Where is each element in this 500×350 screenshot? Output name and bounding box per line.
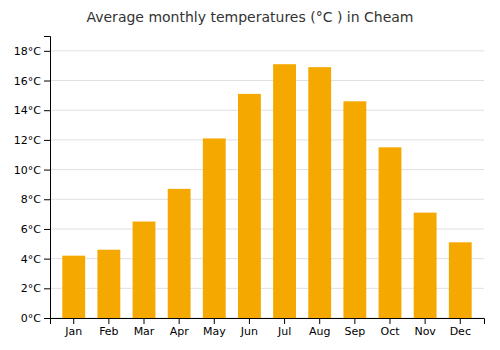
y-tick-label: 10°C xyxy=(14,164,41,177)
y-tick: 10°C xyxy=(14,164,50,177)
y-tick-label: 8°C xyxy=(21,193,41,206)
x-tick: Apr xyxy=(170,318,190,338)
grid-line xyxy=(50,110,484,111)
y-tick: 6°C xyxy=(21,223,50,236)
x-tick: Mar xyxy=(134,318,155,338)
x-tick: May xyxy=(203,318,226,338)
x-tick: Oct xyxy=(380,318,400,338)
x-tick-label: Jul xyxy=(277,325,291,338)
y-tick-label: 4°C xyxy=(21,253,41,266)
y-tick-mark xyxy=(44,140,50,141)
grid-line xyxy=(50,139,484,140)
y-tick-label: 6°C xyxy=(21,223,41,236)
bar xyxy=(133,222,156,318)
y-tick-mark xyxy=(44,318,50,319)
bar xyxy=(343,101,366,318)
x-tick-label: Apr xyxy=(170,325,190,338)
x-tick-mark xyxy=(389,318,390,324)
x-tick-mark xyxy=(425,318,426,324)
x-tick-mark xyxy=(73,318,74,324)
grid-line xyxy=(50,50,484,51)
x-tick-mark xyxy=(214,318,215,324)
y-tick-label: 0°C xyxy=(21,312,41,325)
bar xyxy=(379,147,402,318)
x-tick: Dec xyxy=(450,318,471,338)
y-tick-label: 18°C xyxy=(14,45,41,58)
y-tick: 12°C xyxy=(14,134,50,147)
bar xyxy=(203,138,226,318)
y-tick: 0°C xyxy=(21,312,50,325)
x-tick-label: May xyxy=(203,325,226,338)
y-tick-mark xyxy=(44,110,50,111)
x-axis: Jan Feb Mar Apr May Jun Jul Aug Sep Oct Nov Dec xyxy=(51,318,485,338)
x-tick-mark xyxy=(319,318,320,324)
chart-container: Jan Feb Mar Apr May Jun Jul Aug Sep Oct Nov Dec 0°C 2… xyxy=(0,0,500,350)
x-tick: Feb xyxy=(99,318,118,338)
x-tick: Nov xyxy=(414,318,436,338)
bar xyxy=(62,256,85,318)
x-tick-mark xyxy=(179,318,180,324)
y-tick: 18°C xyxy=(14,45,50,58)
title: Average monthly temperatures (°C ) in Ch… xyxy=(86,9,413,25)
grid-line xyxy=(50,199,484,200)
grid-line xyxy=(50,169,484,170)
x-tick-mark xyxy=(284,318,285,324)
y-tick: 4°C xyxy=(21,253,50,266)
y-tick-label: 14°C xyxy=(14,104,41,117)
bars xyxy=(62,64,471,318)
x-tick-mark xyxy=(108,318,109,324)
y-axis-line xyxy=(44,37,51,319)
x-tick: Jun xyxy=(240,318,258,338)
bar xyxy=(238,94,261,318)
bar xyxy=(273,64,296,318)
y-tick: 16°C xyxy=(14,75,50,88)
x-tick-mark xyxy=(460,318,461,324)
y-tick-mark xyxy=(44,199,50,200)
x-tick: Jan xyxy=(64,318,82,338)
y-tick-label: 12°C xyxy=(14,134,41,147)
x-tick-label: Aug xyxy=(309,325,330,338)
y-tick-mark xyxy=(44,170,50,171)
bar xyxy=(168,189,191,318)
y-tick-mark xyxy=(44,51,50,52)
grid-line xyxy=(50,80,484,81)
y-tick-mark xyxy=(44,259,50,260)
bar xyxy=(449,242,472,318)
y-tick-label: 2°C xyxy=(21,282,41,295)
chart-svg: Jan Feb Mar Apr May Jun Jul Aug Sep Oct Nov Dec 0°C 2… xyxy=(0,0,500,350)
x-tick-label: Oct xyxy=(380,325,400,338)
y-axis: 0°C 2°C 4°C 6°C 8°C 10°C 12°C 14°C 16°C 18°C xyxy=(14,37,51,326)
x-tick-label: Jun xyxy=(240,325,258,338)
x-axis-line xyxy=(51,319,485,325)
x-tick-mark xyxy=(354,318,355,324)
plot-area: Jan Feb Mar Apr May Jun Jul Aug Sep Oct Nov Dec 0°C 2… xyxy=(14,37,485,338)
x-tick-mark xyxy=(249,318,250,324)
y-tick-mark xyxy=(44,229,50,230)
x-tick: Aug xyxy=(309,318,330,338)
x-tick-mark xyxy=(144,318,145,324)
x-tick-label: Jan xyxy=(64,325,82,338)
y-tick-mark xyxy=(44,81,50,82)
bar xyxy=(308,67,331,318)
x-tick-label: Feb xyxy=(99,325,118,338)
bar xyxy=(97,250,120,318)
x-tick: Jul xyxy=(277,318,291,338)
y-tick: 8°C xyxy=(21,193,50,206)
bar xyxy=(414,213,437,318)
y-tick-label: 16°C xyxy=(14,75,41,88)
grid xyxy=(50,51,484,318)
y-tick-mark xyxy=(44,288,50,289)
x-tick-label: Nov xyxy=(414,325,436,338)
y-tick: 2°C xyxy=(21,282,50,295)
x-tick-label: Mar xyxy=(134,325,155,338)
x-tick: Sep xyxy=(344,318,365,338)
x-tick-label: Dec xyxy=(450,325,471,338)
x-tick-label: Sep xyxy=(344,325,365,338)
y-tick: 14°C xyxy=(14,104,50,117)
